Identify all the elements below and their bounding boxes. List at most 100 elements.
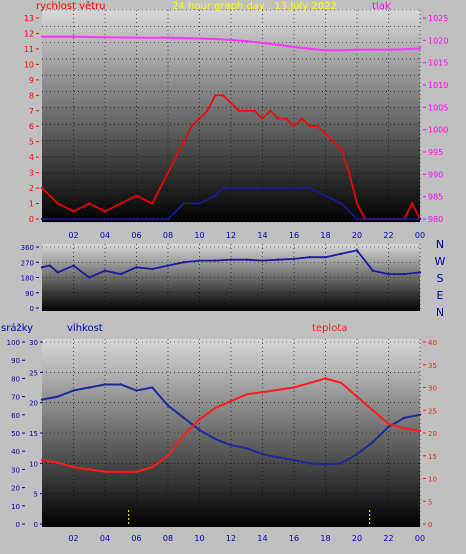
temperature-point xyxy=(135,470,138,473)
humidity-point xyxy=(418,413,422,416)
compass-label: N xyxy=(436,238,444,251)
ht-x-tick-label: 16 xyxy=(289,534,299,543)
chart-title: 24 hour graph day . 13.July 2022 xyxy=(172,1,337,12)
temperature-point xyxy=(308,381,311,385)
wind-x-tick-label: 04 xyxy=(100,231,110,240)
temperature-point xyxy=(88,468,91,471)
humidity-point xyxy=(371,440,374,444)
wind-direction-point xyxy=(166,264,170,267)
wind-speed-axis-label: rychlost větru xyxy=(36,0,106,12)
temperature-point xyxy=(277,388,280,391)
wind-x-tick-label: 02 xyxy=(68,231,78,240)
humidity-point xyxy=(119,383,122,386)
wind-speed-point xyxy=(135,194,138,198)
wind-gust-envelope-point xyxy=(214,194,217,198)
ht-x-tick-label: 20 xyxy=(352,534,362,543)
humidity-axis-label: vlhkost xyxy=(67,323,103,334)
wind-gust-envelope-point xyxy=(403,217,406,221)
temperature-point xyxy=(214,406,217,410)
wind-direction-point xyxy=(245,258,248,261)
wind-speed-point xyxy=(245,109,248,112)
temperature-tick-label: 40 xyxy=(428,339,437,347)
wind-speed-point xyxy=(316,125,319,128)
wind-gust-envelope-point xyxy=(324,194,327,198)
wind-direction-point xyxy=(198,259,201,262)
rain-axis: 0 10 20 30 40 50 60 70 80 90 100 xyxy=(7,339,25,529)
rain-tick-label: 40 xyxy=(11,448,20,456)
wind-x-tick-label: 20 xyxy=(352,231,362,240)
rain-tick-label: 10 xyxy=(11,503,20,511)
wind-speed-tick-label: 12 xyxy=(24,29,34,38)
pressure-axis-label: tlak xyxy=(372,1,391,12)
wind-x-tick-label: 12 xyxy=(226,231,236,240)
ht-x-tick-label: 06 xyxy=(131,534,141,543)
wind-x-tick-label: 00 xyxy=(415,231,425,240)
temperature-point xyxy=(371,409,374,412)
temperature-point xyxy=(229,399,233,403)
compass-label: E xyxy=(437,289,444,302)
wind-speed-point xyxy=(198,117,201,120)
humidity-axis: 0 5 10 15 20 25 30 xyxy=(29,339,43,529)
humidity-tick-label: 20 xyxy=(29,400,38,408)
wind-x-tick-label: 22 xyxy=(383,231,393,240)
wind-speed-point xyxy=(40,186,44,190)
wind-speed-point xyxy=(88,202,91,205)
pressure-tick-label: 985 xyxy=(428,193,443,202)
temperature-point xyxy=(387,422,390,426)
pressure-tick-label: 1025 xyxy=(428,14,448,23)
wind-direction-point xyxy=(277,258,280,261)
wind-gust-envelope-point xyxy=(72,217,75,221)
wind-direction-point xyxy=(48,264,52,267)
wind-panel-grid xyxy=(42,9,421,223)
temperature-tick-label: 25 xyxy=(428,407,437,415)
pressure-tick-label: 980 xyxy=(428,215,443,224)
humidity-point xyxy=(214,437,217,441)
humidity-point xyxy=(229,443,233,447)
humidity-point xyxy=(40,398,44,401)
wind-gust-envelope-point xyxy=(166,217,170,221)
temperature-axis: 0 5 10 15 20 25 30 35 40 xyxy=(423,339,437,529)
wind-direction-point xyxy=(40,266,44,269)
wind-gust-envelope-point xyxy=(103,217,107,221)
wind-speed-point xyxy=(324,132,327,136)
wind-speed-tick-label: 6 xyxy=(29,122,34,131)
temperature-tick-label: 0 xyxy=(428,521,432,529)
wind-speed-point xyxy=(277,117,280,120)
humidity-point xyxy=(182,416,185,420)
pressure-point xyxy=(40,35,44,38)
humidity-point xyxy=(151,386,154,389)
wind-direction-line xyxy=(41,249,421,279)
wind-speed-tick-label: 8 xyxy=(29,91,34,100)
direction-tick-label: 180 xyxy=(21,275,34,283)
pressure-tick-label: 1005 xyxy=(428,103,448,112)
wind-speed-point xyxy=(103,210,107,213)
direction-panel-bg xyxy=(42,244,420,311)
wind-direction-point xyxy=(119,272,122,276)
wind-gust-envelope-point xyxy=(221,186,225,190)
wind-gust-envelope-point xyxy=(40,217,44,221)
rain-tick-label: 80 xyxy=(11,375,20,383)
wind-speed-point xyxy=(253,109,256,112)
wind-direction-point xyxy=(56,271,59,274)
temperature-point xyxy=(324,377,327,380)
compass-label: N xyxy=(436,306,444,319)
humidity-temp-series xyxy=(40,377,422,524)
ht-x-tick-label: 04 xyxy=(100,534,110,543)
humidity-point xyxy=(308,462,311,465)
pressure-tick-label: 1020 xyxy=(428,36,448,45)
humidity-tick-label: 10 xyxy=(29,460,38,468)
humidity-tick-label: 30 xyxy=(29,339,38,347)
wind-gust-envelope-point xyxy=(198,202,201,205)
pressure-point xyxy=(340,48,343,52)
wind-gust-envelope-point xyxy=(261,186,264,190)
wind-speed-point xyxy=(284,117,288,120)
temperature-point xyxy=(72,465,75,469)
rain-tick-label: 90 xyxy=(11,357,20,365)
rain-tick-label: 0 xyxy=(16,521,20,529)
pressure-line xyxy=(42,35,421,52)
direction-tick-label: 0 xyxy=(30,305,34,313)
temperature-point xyxy=(340,381,343,385)
wind-direction-point xyxy=(182,261,185,264)
ht-x-tick-label: 22 xyxy=(383,534,393,543)
